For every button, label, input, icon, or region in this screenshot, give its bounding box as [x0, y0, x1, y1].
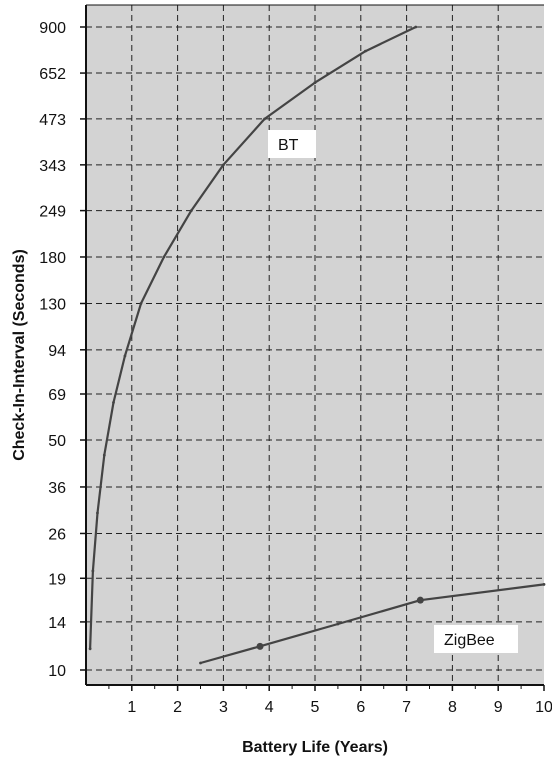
data-point-zigbee [199, 661, 202, 665]
data-point-bt [263, 117, 267, 121]
series-label-zigbee: ZigBee [444, 632, 495, 649]
series-line-bt [89, 26, 417, 649]
y-tick-label-652: 652 [39, 66, 66, 83]
x-tick-label-7: 7 [402, 699, 411, 716]
y-axis-title: Check-In-Interval (Seconds) [11, 249, 28, 461]
series-label-box-bt [268, 130, 316, 158]
x-tick-label-1: 1 [127, 699, 136, 716]
data-point-zigbee [542, 583, 546, 586]
data-point-bt [96, 511, 99, 515]
x-tick-labels: 1 2 3 4 5 6 7 8 9 10 [127, 699, 552, 716]
y-tick-label-36: 36 [48, 480, 66, 497]
data-point-bt [189, 209, 193, 213]
x-tick-label-9: 9 [494, 699, 503, 716]
y-tick-labels: 10 14 19 26 36 50 69 94 130 180 249 343 473 652 900 [39, 20, 66, 680]
marker-point-zigbee [416, 596, 424, 604]
y-tick-label-249: 249 [39, 204, 66, 221]
y-tick-label-130: 130 [39, 296, 66, 313]
y-tick-label-19: 19 [48, 571, 66, 588]
data-point-bt [102, 453, 106, 457]
data-point-bt [222, 163, 225, 167]
x-tick-label-8: 8 [448, 699, 457, 716]
grid [80, 5, 545, 691]
y-tick-label-50: 50 [48, 433, 66, 450]
y-tick-label-343: 343 [39, 158, 66, 175]
series-label-box-zigbee [434, 625, 518, 653]
data-point-zigbee [336, 622, 340, 626]
x-tick-label-2: 2 [173, 699, 182, 716]
series-layer [88, 25, 546, 665]
y-tick-label-473: 473 [39, 112, 66, 129]
x-tick-label-3: 3 [219, 699, 228, 716]
y-tick-label-900: 900 [39, 20, 66, 37]
x-tick-label-5: 5 [311, 699, 320, 716]
y-tick-label-10: 10 [48, 663, 66, 680]
data-point-bt [91, 569, 95, 573]
data-point-bt [313, 81, 317, 84]
y-tick-label-180: 180 [39, 250, 66, 267]
data-point-bt [112, 401, 115, 404]
y-tick-label-94: 94 [48, 343, 66, 360]
marker-point-zigbee [256, 642, 264, 650]
data-point-bt [88, 647, 92, 651]
data-point-bt [363, 49, 367, 53]
data-point-bt [414, 25, 418, 29]
x-axis-title: Battery Life (Years) [242, 739, 388, 756]
data-point-bt [162, 255, 166, 259]
x-tick-label-4: 4 [265, 699, 274, 716]
x-tick-label-6: 6 [356, 699, 365, 716]
x-tick-label-10: 10 [535, 699, 552, 716]
y-tick-label-69: 69 [48, 387, 66, 404]
axes [85, 4, 544, 686]
y-tick-label-26: 26 [48, 526, 66, 543]
data-point-bt [123, 354, 127, 358]
data-point-bt [139, 302, 143, 305]
series-label-bt: BT [278, 137, 299, 154]
y-tick-label-14: 14 [48, 615, 66, 632]
series-labels: BT ZigBee [268, 130, 518, 653]
